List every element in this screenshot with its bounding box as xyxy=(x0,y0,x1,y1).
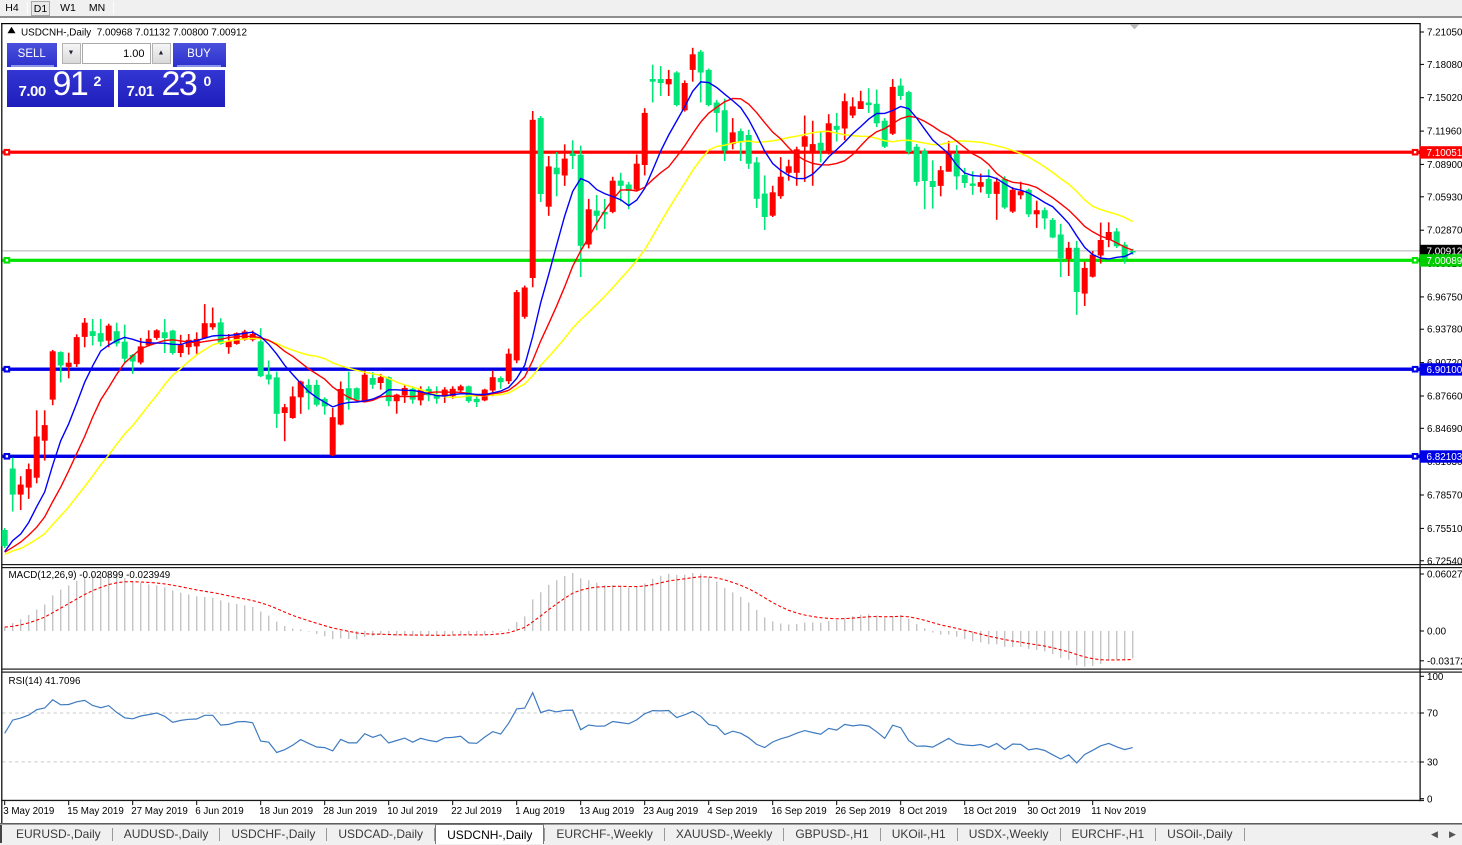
svg-text:30: 30 xyxy=(1427,758,1438,769)
svg-text:6.78570: 6.78570 xyxy=(1427,491,1462,502)
svg-text:8 Oct 2019: 8 Oct 2019 xyxy=(899,806,947,817)
svg-text:0.00: 0.00 xyxy=(1427,627,1447,638)
svg-text:RSI(14) 41.7096: RSI(14) 41.7096 xyxy=(9,676,81,687)
svg-text:7.15020: 7.15020 xyxy=(1427,93,1462,104)
svg-text:30 Oct 2019: 30 Oct 2019 xyxy=(1027,806,1080,817)
svg-text:7.02870: 7.02870 xyxy=(1427,226,1462,237)
svg-text:6.82103: 6.82103 xyxy=(1427,452,1462,463)
svg-text:7.10051: 7.10051 xyxy=(1427,148,1462,159)
svg-text:0.060273: 0.060273 xyxy=(1427,570,1462,581)
svg-text:6.87660: 6.87660 xyxy=(1427,391,1462,402)
svg-text:7.00912: 7.00912 xyxy=(1427,247,1462,258)
svg-text:6 Jun 2019: 6 Jun 2019 xyxy=(195,806,243,817)
svg-text:7.00089: 7.00089 xyxy=(1427,256,1462,267)
svg-text:6.90100: 6.90100 xyxy=(1427,365,1462,376)
svg-text:USDCNH-,Daily 7.00968 7.01132: USDCNH-,Daily 7.00968 7.01132 7.00800 7.… xyxy=(21,28,247,39)
svg-text:22 Jul 2019: 22 Jul 2019 xyxy=(451,806,502,817)
svg-text:6.93780: 6.93780 xyxy=(1427,325,1462,336)
svg-text:3 May 2019: 3 May 2019 xyxy=(3,806,54,817)
svg-text:7.18080: 7.18080 xyxy=(1427,60,1462,71)
svg-text:1 Aug 2019: 1 Aug 2019 xyxy=(515,806,565,817)
svg-text:23 Aug 2019: 23 Aug 2019 xyxy=(643,806,698,817)
svg-text:11 Nov 2019: 11 Nov 2019 xyxy=(1091,806,1146,817)
svg-text:6.75510: 6.75510 xyxy=(1427,524,1462,535)
svg-text:13 Aug 2019: 13 Aug 2019 xyxy=(579,806,634,817)
svg-text:15 May 2019: 15 May 2019 xyxy=(67,806,124,817)
svg-text:6.72540: 6.72540 xyxy=(1427,556,1462,567)
svg-text:28 Jun 2019: 28 Jun 2019 xyxy=(323,806,377,817)
svg-text:26 Sep 2019: 26 Sep 2019 xyxy=(835,806,891,817)
svg-text:16 Sep 2019: 16 Sep 2019 xyxy=(771,806,827,817)
svg-text:18 Jun 2019: 18 Jun 2019 xyxy=(259,806,313,817)
svg-text:0: 0 xyxy=(1427,794,1433,805)
svg-text:6.84690: 6.84690 xyxy=(1427,424,1462,435)
svg-text:7.08900: 7.08900 xyxy=(1427,160,1462,171)
svg-text:7.11960: 7.11960 xyxy=(1427,127,1462,138)
svg-text:10 Jul 2019: 10 Jul 2019 xyxy=(387,806,438,817)
svg-text:7.05930: 7.05930 xyxy=(1427,192,1462,203)
svg-text:MACD(12,26,9) -0.020899 -0.023: MACD(12,26,9) -0.020899 -0.023949 xyxy=(9,570,171,581)
svg-text:4 Sep 2019: 4 Sep 2019 xyxy=(707,806,757,817)
svg-text:6.96750: 6.96750 xyxy=(1427,292,1462,303)
svg-text:-0.031725: -0.031725 xyxy=(1427,656,1462,667)
svg-text:7.21050: 7.21050 xyxy=(1427,28,1462,39)
svg-text:27 May 2019: 27 May 2019 xyxy=(131,806,188,817)
svg-text:70: 70 xyxy=(1427,709,1438,720)
svg-text:18 Oct 2019: 18 Oct 2019 xyxy=(963,806,1016,817)
svg-text:100: 100 xyxy=(1427,672,1444,683)
